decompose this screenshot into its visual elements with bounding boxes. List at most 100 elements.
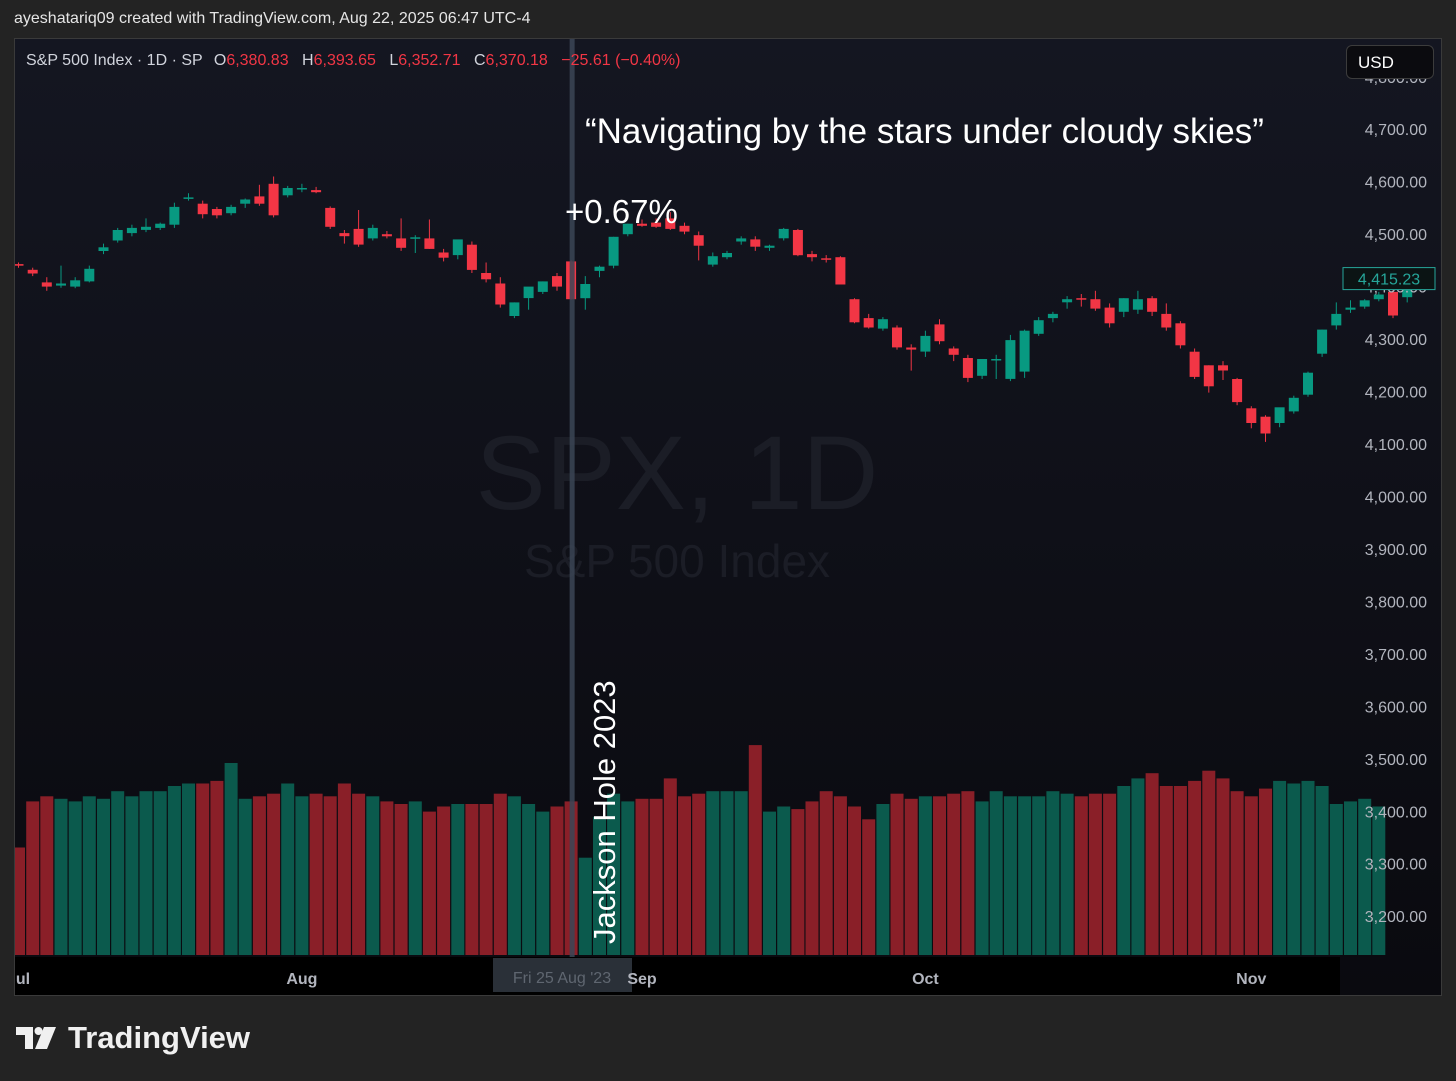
volume-bar xyxy=(1173,786,1187,955)
candle-body xyxy=(254,196,265,204)
volume-bar xyxy=(1074,796,1088,955)
volume-bar xyxy=(975,801,989,955)
candle-body xyxy=(410,237,421,239)
candle-body xyxy=(1005,340,1016,379)
candle-body xyxy=(1175,323,1186,346)
candle-body xyxy=(509,302,520,316)
candle-body xyxy=(552,276,562,287)
x-axis-strip xyxy=(15,957,1340,995)
candle-body xyxy=(1246,408,1257,423)
candle-body xyxy=(98,247,109,251)
candle-body xyxy=(226,206,237,214)
candle-body xyxy=(41,282,52,287)
volume-bar xyxy=(862,819,876,955)
chart-panel[interactable]: SPX, 1D S&P 500 Index Jackson Hole 2023 “Na… xyxy=(14,38,1442,996)
volume-bar xyxy=(536,811,550,955)
crosshair-date-box xyxy=(493,958,632,992)
candle-body xyxy=(56,283,66,286)
y-tick-label: 4,500.00 xyxy=(1365,227,1427,244)
candle-body xyxy=(920,335,931,352)
y-tick-label: 4,700.00 xyxy=(1365,122,1427,139)
volume-bar xyxy=(1145,773,1159,955)
candle-body xyxy=(1189,351,1200,377)
high-label: H xyxy=(302,52,314,69)
tradingview-logo[interactable]: TradingView xyxy=(16,1020,250,1056)
candle-body xyxy=(622,223,633,235)
volume-bar xyxy=(1159,786,1173,955)
candle-body xyxy=(495,283,506,305)
volume-bar xyxy=(224,763,238,955)
tradingview-logo-icon xyxy=(16,1027,56,1049)
candle-body xyxy=(1161,313,1172,328)
volume-bar xyxy=(408,801,422,955)
volume-bar xyxy=(15,847,25,955)
candle-body xyxy=(1218,365,1228,371)
volume-bar xyxy=(522,804,536,955)
volume-bar xyxy=(26,801,40,955)
candle-body xyxy=(1132,299,1143,310)
volume-bar xyxy=(422,811,436,955)
candle-body xyxy=(580,284,591,299)
candle-body xyxy=(849,299,860,323)
volume-bar xyxy=(989,791,1003,955)
candle-body xyxy=(141,226,151,230)
candle-body xyxy=(1373,294,1384,300)
volume-bar xyxy=(777,806,791,955)
currency-button[interactable]: USD xyxy=(1346,45,1434,79)
candle-body xyxy=(892,327,902,348)
candle-body xyxy=(778,228,789,239)
volume-bar xyxy=(578,857,592,955)
volume-bar xyxy=(678,796,691,955)
symbol-description[interactable]: S&P 500 Index · 1D · SP xyxy=(26,52,203,69)
low-value: 6,352.71 xyxy=(398,52,461,69)
candle-body xyxy=(466,244,477,270)
candle-body xyxy=(27,269,38,274)
volume-bar xyxy=(54,798,68,955)
volume-bar xyxy=(550,806,564,955)
volume-bar xyxy=(692,793,706,955)
open-value: 6,380.83 xyxy=(226,52,289,69)
volume-bar xyxy=(465,804,479,955)
volume-bar xyxy=(380,801,394,955)
candle-body xyxy=(70,280,81,287)
candle-body xyxy=(1090,299,1101,309)
volume-bar xyxy=(1046,791,1060,955)
volume-bar xyxy=(1358,798,1372,955)
candle-body xyxy=(1359,300,1370,307)
volume-bar xyxy=(507,796,521,955)
close-value: 6,370.18 xyxy=(485,52,548,69)
y-tick-label: 3,900.00 xyxy=(1365,542,1427,559)
volume-bar xyxy=(848,806,861,955)
volume-bar xyxy=(890,793,904,955)
volume-bar xyxy=(1216,778,1230,955)
x-tick-label: Oct xyxy=(912,971,939,988)
candlestick-chart[interactable]: SPX, 1DS&P 500 Index Jackson Hole 2023 “Na… xyxy=(15,39,1441,995)
candle-body xyxy=(211,209,222,216)
volume-bar xyxy=(40,796,54,955)
volume-bar xyxy=(819,791,833,955)
candle-body xyxy=(1274,407,1285,423)
volume-bar xyxy=(309,793,323,955)
volume-bar xyxy=(97,798,110,955)
volume-bar xyxy=(352,793,366,955)
candle-body xyxy=(707,256,718,265)
x-tick-label: Sep xyxy=(627,971,657,988)
candle-body xyxy=(722,253,732,258)
y-tick-label: 4,000.00 xyxy=(1365,490,1427,507)
volume-bar xyxy=(1103,793,1117,955)
candle-body xyxy=(155,223,166,228)
volume-bar xyxy=(1287,783,1301,955)
candle-body xyxy=(1388,291,1398,316)
candle-body xyxy=(452,239,463,256)
volume-bar xyxy=(947,793,961,955)
volume-bar xyxy=(1018,796,1032,955)
volume-bar xyxy=(1032,796,1046,955)
x-tick-label: ul xyxy=(16,971,30,988)
volume-bar xyxy=(805,801,819,955)
volume-bar xyxy=(734,791,748,955)
volume-bar xyxy=(167,786,181,955)
candle-body xyxy=(1019,330,1030,372)
candle-body xyxy=(282,188,293,196)
watermark-name: S&P 500 Index xyxy=(524,535,830,587)
volume-bar xyxy=(1188,780,1202,955)
